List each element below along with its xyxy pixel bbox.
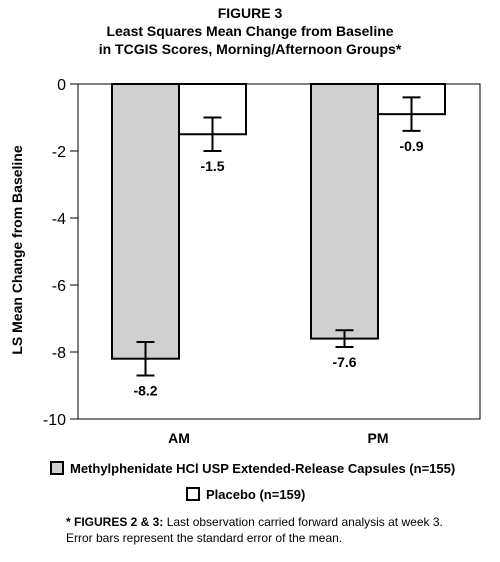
legend-label-placebo: Placebo (n=159) <box>206 486 306 502</box>
footnote-bold: * FIGURES 2 & 3: <box>66 515 164 529</box>
footnote: * FIGURES 2 & 3: Last observation carrie… <box>66 514 486 546</box>
y-tick-label: -8 <box>52 345 66 362</box>
y-tick-label: -10 <box>43 412 66 429</box>
data-label: -7.6 <box>332 354 356 370</box>
y-axis-label: LS Mean Change from Baseline <box>9 145 25 354</box>
chart-title: FIGURE 3 Least Squares Mean Change from … <box>0 4 500 58</box>
y-tick-label: -2 <box>52 144 66 161</box>
y-axis: 0 -2 -4 -6 -8 -10 <box>43 77 78 429</box>
footnote-line-1-text: Last observation carried forward analysi… <box>163 515 443 529</box>
x-tick-label: PM <box>368 430 389 446</box>
y-tick-label: -6 <box>52 278 66 295</box>
y-tick-label: 0 <box>57 77 66 94</box>
bar-pm-methylphenidate <box>310 83 379 340</box>
x-tick-label: AM <box>168 430 190 446</box>
figure-label: FIGURE 3 <box>217 5 283 21</box>
footnote-line-2: Error bars represent the standard error … <box>66 531 343 545</box>
bar-chart: 0 -2 -4 -6 -8 -10 -8.2 -1.5 -7.6 -0.9 AM PM LS Me… <box>9 77 481 446</box>
bar-am-methylphenidate <box>111 83 180 360</box>
footnote-line-1: * FIGURES 2 & 3: Last observation carrie… <box>66 514 486 530</box>
data-label: -0.9 <box>399 138 423 154</box>
title-line-1: Least Squares Mean Change from Baseline <box>106 23 394 39</box>
x-axis: AM PM <box>168 430 388 446</box>
plot-area <box>77 83 481 420</box>
plot-frame <box>77 83 481 420</box>
data-label: -1.5 <box>200 158 224 174</box>
legend: Methylphenidate HCl USP Extended-Release… <box>50 458 490 510</box>
legend-label-methylphenidate: Methylphenidate HCl USP Extended-Release… <box>70 460 456 476</box>
y-tick-label: -4 <box>52 211 66 228</box>
title-line-2: in TCGIS Scores, Morning/Afternoon Group… <box>98 41 402 57</box>
legend-swatch-methylphenidate <box>50 461 64 475</box>
legend-swatch-placebo <box>186 487 200 501</box>
legend-item-placebo: Placebo (n=159) <box>50 484 490 504</box>
legend-item-methylphenidate: Methylphenidate HCl USP Extended-Release… <box>50 458 490 478</box>
data-label: -8.2 <box>133 382 157 398</box>
bars: -8.2 -1.5 -7.6 -0.9 <box>111 83 446 398</box>
